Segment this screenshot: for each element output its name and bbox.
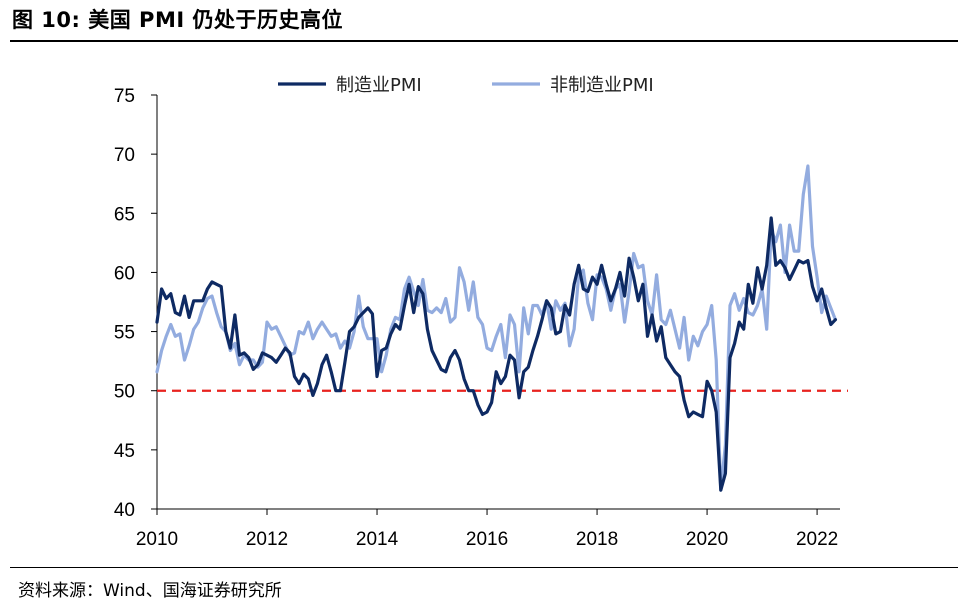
legend-label-non-manufacturing: 非制造业PMI xyxy=(550,75,654,96)
y-tick-label: 75 xyxy=(114,86,135,107)
figure-title: 图 10: 美国 PMI 仍处于历史高位 xyxy=(12,8,343,32)
y-tick-label: 60 xyxy=(114,263,135,284)
x-tick-label: 2014 xyxy=(356,529,399,550)
legend: 制造业PMI 非制造业PMI xyxy=(278,75,654,96)
x-axis: 2010 2012 2014 2016 2018 2020 2022 xyxy=(136,508,840,550)
source-note: 资料来源：Wind、国海证券研究所 xyxy=(18,581,282,601)
x-tick-label: 2022 xyxy=(796,529,838,550)
y-tick-label: 65 xyxy=(114,204,135,225)
y-axis: 40 45 50 55 60 65 70 75 xyxy=(114,86,158,521)
y-tick-label: 70 xyxy=(114,145,135,166)
manufacturing-pmi-line xyxy=(155,216,838,492)
x-tick-label: 2020 xyxy=(686,529,728,550)
legend-label-manufacturing: 制造业PMI xyxy=(336,75,422,96)
x-tick-label: 2010 xyxy=(136,529,178,550)
series-lines xyxy=(155,164,838,492)
y-tick-label: 45 xyxy=(114,441,135,462)
x-tick-label: 2012 xyxy=(246,529,288,550)
non-manufacturing-pmi-line xyxy=(155,164,838,492)
y-tick-label: 55 xyxy=(114,323,135,344)
pmi-line-chart: 40 45 50 55 60 65 70 75 2010 2012 2014 2016 2018 202… xyxy=(114,75,848,550)
x-tick-label: 2016 xyxy=(466,529,508,550)
y-tick-label: 40 xyxy=(114,500,135,521)
x-tick-label: 2018 xyxy=(576,529,618,550)
title-rule xyxy=(10,40,958,42)
source-rule xyxy=(10,567,958,568)
y-tick-label: 50 xyxy=(114,382,135,403)
